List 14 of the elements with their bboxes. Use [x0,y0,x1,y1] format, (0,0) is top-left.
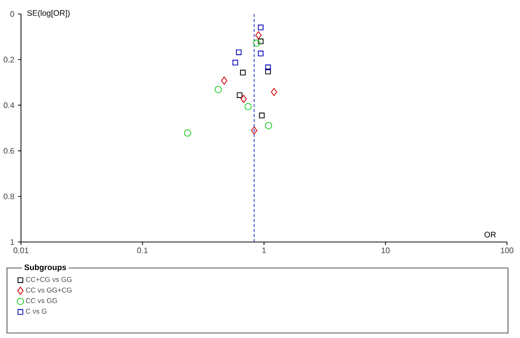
y-tick-label: 0.6 [4,148,14,154]
y-tick-label: 0.2 [4,56,14,62]
x-axis-title: OR [484,232,496,238]
y-axis-title: SE(log[OR]) [27,10,70,18]
legend-title: Subgroups [24,264,66,272]
y-tick-label: 0 [10,11,14,17]
y-tick-label: 0.4 [4,102,14,108]
x-tick-label: 0.1 [137,248,148,254]
x-tick-label: 1 [262,248,266,254]
x-tick-label: 10 [382,248,390,254]
x-tick-label: 100 [500,248,514,254]
x-tick-label: 0.01 [14,248,28,254]
y-tick-label: 0.8 [4,194,14,200]
y-tick-label: 1 [10,239,14,245]
